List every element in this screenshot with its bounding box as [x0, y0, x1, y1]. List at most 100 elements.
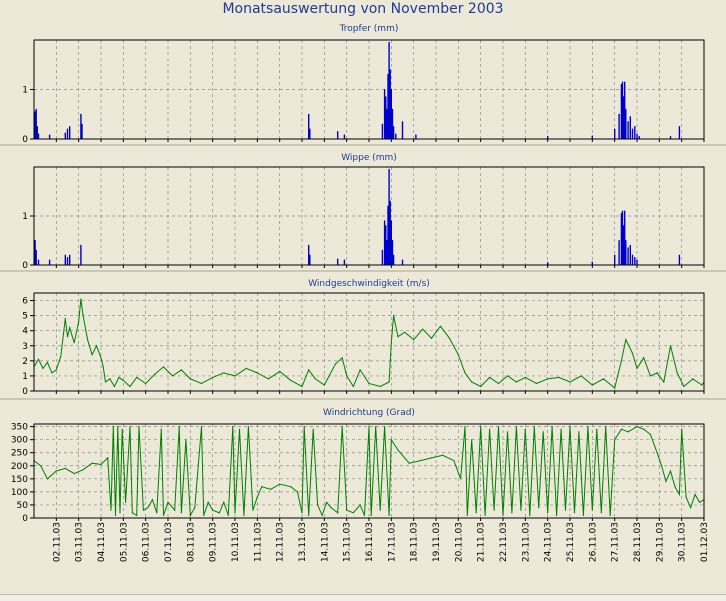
- data-point: [698, 501, 701, 503]
- data-point: [49, 259, 51, 261]
- data-point: [167, 501, 169, 503]
- data-point: [638, 135, 640, 138]
- x-tick-label: 16.11.03: [365, 522, 375, 562]
- x-tick-label: 01.12.03: [700, 522, 710, 562]
- data-point: [515, 426, 518, 428]
- data-point: [49, 134, 51, 136]
- data-point: [643, 428, 645, 430]
- x-tick-label: 06.11.03: [142, 522, 152, 562]
- data-point: [162, 514, 165, 517]
- data-point: [34, 239, 36, 242]
- data-point: [308, 244, 310, 246]
- data-point: [379, 509, 381, 511]
- data-point: [665, 480, 667, 482]
- data-point: [625, 239, 627, 242]
- data-point: [64, 467, 66, 469]
- data-point: [156, 512, 158, 514]
- data-point: [631, 254, 634, 256]
- x-tick-label: 15.11.03: [343, 522, 353, 562]
- data-point: [636, 259, 638, 261]
- panel-title: Windgeschwindigkeit (m/s): [308, 279, 430, 289]
- y-tick-label: 2: [22, 357, 28, 367]
- data-point: [614, 439, 616, 441]
- data-point: [279, 370, 281, 372]
- x-tick-label: 08.11.03: [186, 522, 196, 562]
- data-point: [591, 509, 593, 511]
- data-point: [389, 69, 391, 71]
- y-tick-label: 0: [22, 387, 28, 397]
- y-tick-label: 1: [22, 86, 28, 96]
- data-point: [352, 385, 354, 388]
- data-point: [564, 509, 567, 511]
- data-point: [189, 514, 191, 517]
- data-point: [515, 381, 518, 383]
- data-point: [129, 426, 131, 428]
- data-point: [464, 372, 466, 374]
- data-point: [180, 369, 182, 371]
- data-point: [471, 439, 473, 441]
- data-point: [81, 123, 83, 125]
- data-point: [620, 83, 623, 86]
- data-point: [107, 457, 109, 459]
- data-point: [35, 249, 37, 251]
- data-point: [624, 81, 626, 83]
- data-point: [547, 512, 549, 514]
- data-point: [386, 108, 388, 110]
- data-point: [569, 381, 571, 383]
- y-tick-label: 300: [11, 436, 28, 446]
- data-point: [391, 239, 394, 242]
- data-point: [466, 514, 468, 517]
- data-point: [448, 337, 450, 339]
- data-point: [69, 327, 71, 329]
- data-point: [694, 493, 696, 496]
- data-point: [497, 426, 500, 428]
- data-point: [238, 428, 241, 430]
- y-tick-label: 6: [22, 297, 28, 307]
- data-point: [681, 428, 683, 430]
- data-point: [669, 135, 672, 138]
- data-point: [122, 379, 124, 381]
- data-point: [389, 200, 391, 202]
- data-point: [279, 483, 281, 485]
- data-point: [309, 128, 311, 130]
- data-point: [493, 509, 495, 511]
- data-point: [624, 210, 626, 212]
- data-point: [533, 426, 535, 428]
- panel-title: Windrichtung (Grad): [323, 408, 415, 418]
- data-point: [636, 426, 638, 428]
- data-point: [162, 366, 165, 368]
- data-point: [560, 428, 562, 430]
- data-point: [569, 426, 571, 428]
- x-tick-label: 25.11.03: [566, 522, 576, 562]
- data-point: [36, 126, 38, 128]
- data-point: [80, 244, 82, 246]
- data-point: [212, 376, 214, 378]
- data-point: [381, 249, 383, 251]
- data-point: [64, 254, 66, 256]
- data-point: [119, 512, 121, 514]
- data-point: [397, 449, 399, 451]
- data-point: [189, 378, 191, 380]
- data-point: [620, 428, 623, 430]
- data-point: [80, 298, 82, 300]
- data-point: [109, 378, 111, 380]
- data-point: [484, 514, 486, 517]
- data-point: [381, 123, 383, 125]
- y-tick-label: 0: [22, 514, 28, 524]
- data-point: [393, 315, 395, 317]
- data-point: [385, 225, 387, 227]
- data-point: [413, 339, 415, 341]
- data-point: [112, 426, 114, 428]
- data-point: [464, 426, 466, 428]
- chart-panel-2: Wippe (mm) 0 1: [22, 153, 705, 271]
- data-point: [326, 501, 328, 503]
- data-point: [200, 382, 203, 385]
- data-point: [368, 426, 370, 428]
- data-point: [51, 372, 53, 374]
- y-tick-label: 0: [22, 135, 28, 145]
- data-point: [388, 168, 390, 170]
- data-point: [384, 426, 386, 428]
- y-tick-label: 0: [22, 261, 28, 271]
- data-point: [614, 128, 616, 130]
